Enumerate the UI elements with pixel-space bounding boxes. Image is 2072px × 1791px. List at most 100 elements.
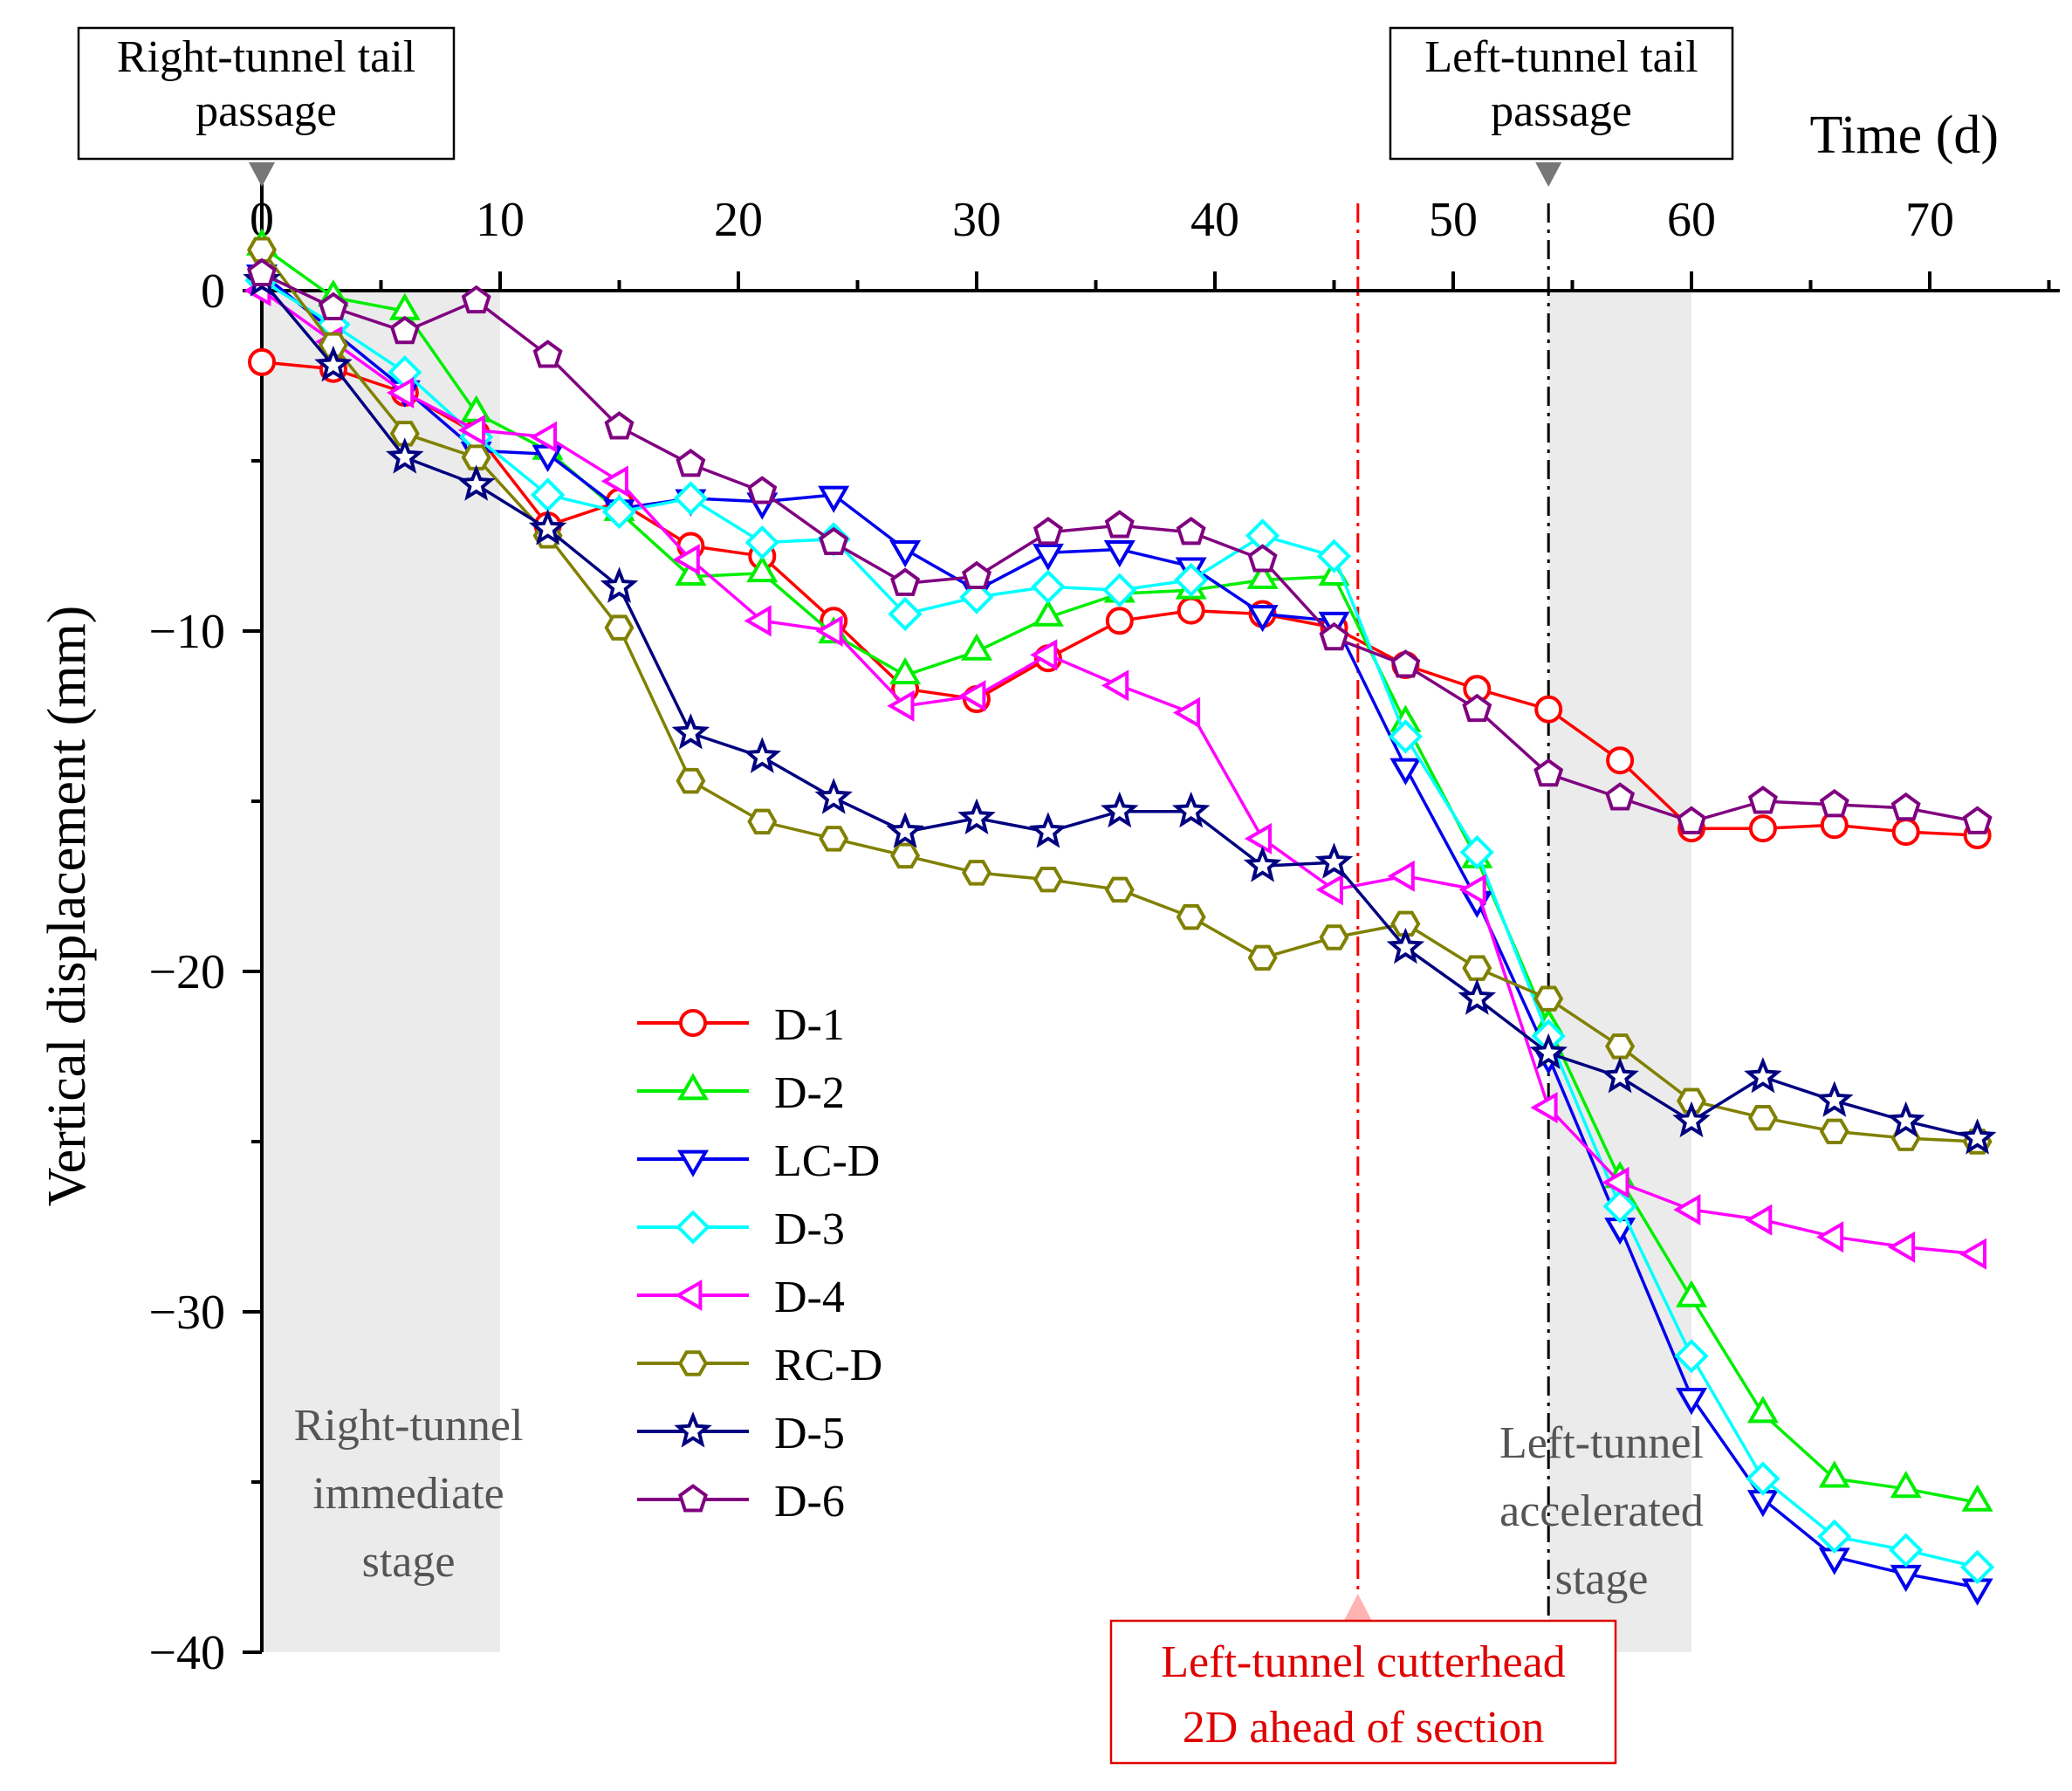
data-point (600, 465, 628, 498)
data-point (890, 567, 921, 596)
data-point (461, 444, 491, 470)
data-point (1746, 1461, 1780, 1496)
y-tick-label: 0 (201, 264, 225, 319)
data-point (1533, 758, 1564, 787)
data-point (1533, 985, 1564, 1012)
annotation-label: Left-tunnel cutterhead (1161, 1637, 1565, 1687)
series-d-3 (244, 263, 1995, 1585)
data-point (1890, 792, 1921, 821)
data-point (1176, 517, 1206, 546)
data-point (529, 421, 557, 453)
data-point (1243, 846, 1282, 882)
data-point (1672, 1101, 1711, 1138)
data-point (1319, 621, 1349, 651)
legend-swatch-marker (676, 1210, 710, 1245)
data-point (1103, 540, 1135, 568)
data-point (886, 812, 924, 848)
annotation-box (1389, 26, 1734, 161)
data-point (1101, 791, 1139, 828)
data-point (1389, 758, 1422, 786)
data-point (1315, 874, 1343, 906)
legend-item: D-5 (637, 1409, 845, 1458)
series-line (261, 278, 1979, 1569)
annotation-box (1109, 1619, 1617, 1765)
data-point (248, 347, 276, 376)
stage-label: immediate (312, 1469, 504, 1519)
data-point (959, 580, 994, 614)
data-point (1744, 1057, 1782, 1094)
data-point (676, 767, 706, 794)
annotation-label: Left-tunnel tail (1424, 32, 1698, 82)
data-point (1816, 1221, 1844, 1253)
legend-label: D-5 (774, 1409, 845, 1458)
legend-label: D-6 (774, 1477, 845, 1527)
legend-swatch-marker (679, 1009, 707, 1037)
legend-swatch-marker (678, 1484, 708, 1513)
x-tick-label: 10 (476, 193, 525, 247)
data-point (1386, 927, 1425, 964)
data-point (957, 798, 996, 834)
data-point (1176, 903, 1206, 930)
data-point (1817, 1519, 1852, 1554)
data-point (1032, 599, 1064, 627)
data-point (1815, 1081, 1854, 1117)
stage-label: Right-tunnel (294, 1401, 524, 1451)
data-point (747, 476, 778, 504)
data-point (1818, 1460, 1850, 1488)
data-point (1247, 944, 1278, 971)
data-point (815, 614, 843, 648)
data-point (1601, 1057, 1639, 1094)
data-point (1030, 639, 1058, 671)
data-point (1033, 517, 1063, 546)
legend-item: D-4 (637, 1273, 845, 1322)
legend-label: D-3 (774, 1204, 845, 1254)
series-line (260, 289, 1978, 1256)
data-point (1105, 607, 1134, 635)
data-point (386, 437, 424, 474)
data-point (1605, 1033, 1636, 1060)
y-axis-title: Vertical displacement (mm) (38, 606, 97, 1207)
reference-lines (1356, 203, 1550, 1632)
legend-swatch-marker (676, 1073, 710, 1101)
stage-label: Left-tunnel (1499, 1418, 1704, 1468)
data-point (1674, 1339, 1709, 1374)
legend-item: D-2 (637, 1068, 845, 1118)
data-point (1886, 1101, 1925, 1138)
annotations: Right-tunnel immediate stage Left-tunnel acc… (77, 26, 1734, 1765)
data-point (1458, 978, 1497, 1015)
legend-item: D-6 (637, 1477, 845, 1527)
data-point (1104, 876, 1135, 903)
data-point (532, 340, 563, 368)
legend-swatch-marker (674, 1411, 712, 1448)
shaded-regions (262, 291, 1691, 1652)
y-tick-label: −40 (148, 1626, 225, 1680)
data-point (1246, 561, 1279, 589)
data-point (1673, 1193, 1701, 1226)
data-point (1747, 1104, 1778, 1131)
legend-swatch-marker (676, 1149, 710, 1177)
data-point (456, 464, 496, 501)
data-point (1530, 1091, 1558, 1124)
data-point (673, 481, 709, 516)
legend-item: LC-D (637, 1136, 880, 1186)
data-point (1605, 782, 1636, 811)
legend-label: D-2 (774, 1068, 845, 1118)
data-point (1890, 1564, 1922, 1593)
data-point (671, 713, 710, 750)
data-point (818, 485, 850, 513)
data-point (814, 778, 853, 814)
data-point (1891, 818, 1920, 847)
data-point (889, 540, 922, 568)
data-point (1031, 569, 1066, 604)
data-point (1462, 693, 1492, 723)
annotation-label: 2D ahead of section (1183, 1703, 1544, 1753)
data-point (743, 737, 782, 773)
data-point (1745, 1204, 1773, 1236)
series-d-4 (244, 274, 1986, 1270)
data-point (1676, 1088, 1707, 1114)
data-point (1387, 860, 1415, 892)
data-point (457, 414, 486, 446)
